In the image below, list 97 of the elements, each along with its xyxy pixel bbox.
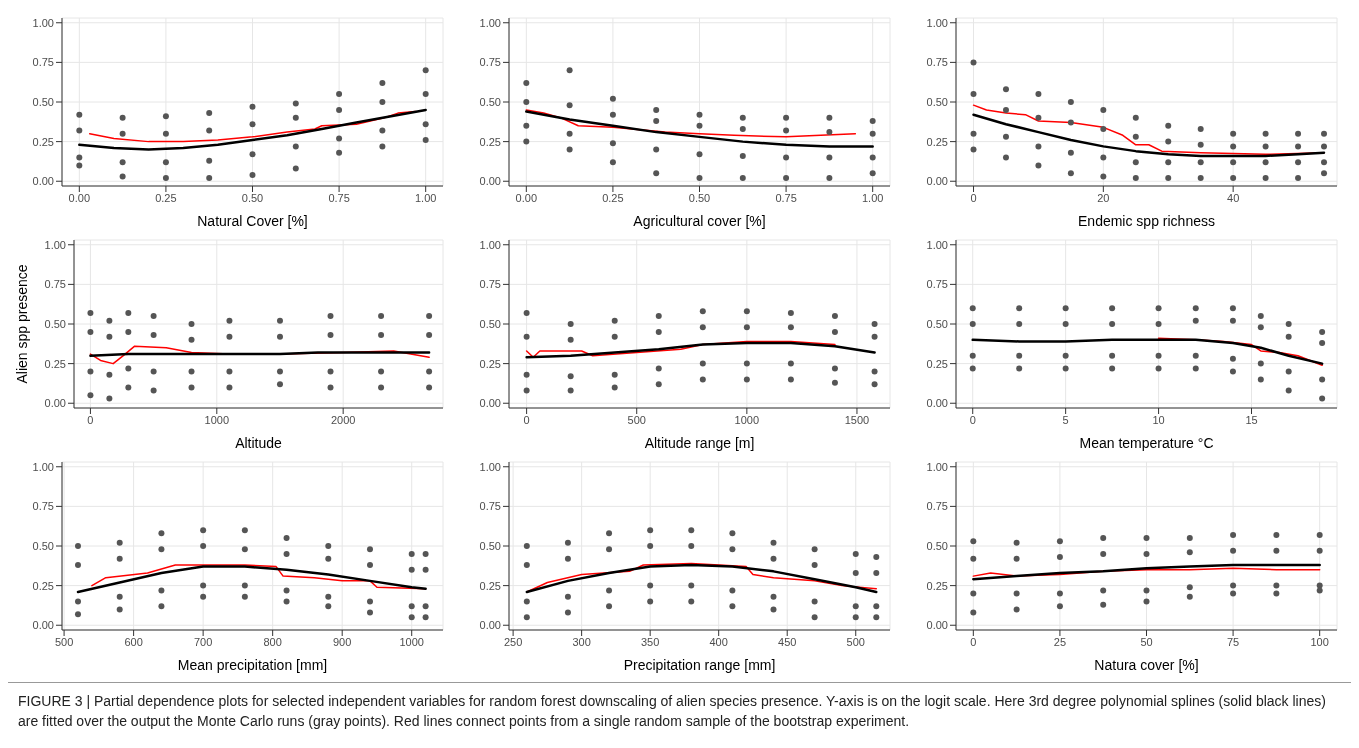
x-tick-label: 0: [970, 191, 977, 204]
x-tick-label: 40: [1227, 191, 1240, 204]
y-tick-label: 0.00: [479, 619, 501, 632]
x-tick-label: 10: [1152, 413, 1165, 426]
y-tick-label: 1.00: [926, 460, 948, 473]
y-tick-label: 0.50: [926, 95, 948, 108]
x-tick-label: 1500: [844, 413, 870, 426]
x-tick-label: 0.25: [602, 191, 624, 204]
y-tick-label: 0.75: [479, 56, 501, 69]
y-tick-label: 1.00: [479, 16, 501, 29]
y-axis-title: Alien spp presence: [13, 264, 30, 384]
x-tick-label: 1000: [734, 413, 760, 426]
x-tick-label: 1.00: [861, 191, 884, 204]
x-tick-label: 0: [523, 413, 530, 426]
x-tick-label: 350: [640, 635, 660, 648]
y-tick-label: 0.25: [479, 579, 501, 592]
caption: FIGURE 3 | Partial dependence plots for selected independent variables for random forest downscaling of alien species presence. Y-axis is on the logit scale. Here 3rd degree polynomial splines (solid black lines) are fitted over the output the Monte Carlo runs (gray points). Red lines connect points from a single random sample of the bootstrap experiment.: [18, 692, 1327, 731]
x-tick-label: 20: [1097, 191, 1110, 204]
y-tick-label: 0.25: [926, 135, 948, 148]
x-axis-title: Mean temperature °C: [1079, 435, 1214, 451]
x-tick-label: 250: [503, 635, 523, 648]
y-tick-label: 1.00: [479, 238, 501, 251]
x-tick-label: 400: [709, 635, 728, 648]
x-tick-label: 0.50: [241, 191, 264, 204]
x-axis-title: Natura cover [%]: [1094, 657, 1199, 673]
x-axis-title: Altitude: [235, 435, 283, 451]
y-tick-label: 0.75: [479, 278, 501, 291]
x-tick-label: 100: [1310, 635, 1329, 648]
y-tick-label: 0.25: [32, 135, 54, 148]
x-tick-label: 800: [263, 635, 282, 648]
x-tick-label: 0: [969, 413, 976, 426]
y-tick-label: 0.75: [926, 278, 948, 291]
y-tick-label: 0.75: [926, 56, 948, 69]
y-tick-label: 1.00: [44, 238, 66, 251]
x-tick-label: 500: [54, 635, 74, 648]
y-tick-label: 0.50: [926, 317, 948, 330]
x-tick-label: 1000: [399, 635, 424, 648]
y-tick-label: 0.50: [32, 95, 54, 108]
x-axis-title: Natural Cover [%]: [197, 213, 308, 229]
x-axis-title: Altitude range [m]: [644, 435, 755, 451]
x-tick-label: 75: [1226, 635, 1240, 648]
y-tick-label: 0.50: [479, 317, 501, 330]
x-tick-label: 15: [1245, 413, 1258, 426]
x-axis-title: Mean precipitation [mm]: [177, 657, 328, 673]
x-tick-label: 0.00: [68, 191, 91, 204]
y-tick-label: 0.25: [32, 579, 54, 592]
y-tick-label: 0.50: [32, 539, 54, 552]
x-tick-label: 900: [333, 635, 352, 648]
y-tick-label: 0.50: [479, 95, 501, 108]
y-tick-label: 1.00: [926, 16, 948, 29]
y-tick-label: 0.25: [479, 357, 501, 370]
y-tick-label: 0.75: [479, 500, 501, 513]
y-tick-label: 0.50: [44, 317, 66, 330]
x-axis-title: Agricultural cover [%]: [633, 213, 766, 229]
x-tick-label: 0.50: [688, 191, 711, 204]
y-tick-label: 0.75: [32, 56, 54, 69]
y-tick-label: 1.00: [32, 16, 54, 29]
y-tick-label: 0.00: [926, 175, 948, 188]
x-tick-label: 700: [193, 635, 213, 648]
y-tick-label: 0.50: [926, 539, 948, 552]
y-tick-label: 1.00: [926, 238, 948, 251]
x-tick-label: 600: [124, 635, 143, 648]
x-tick-label: 0.00: [515, 191, 538, 204]
x-tick-label: 2000: [330, 413, 356, 426]
x-tick-label: 50: [1140, 635, 1153, 648]
x-tick-label: 450: [778, 635, 797, 648]
y-tick-label: 1.00: [479, 460, 501, 473]
x-tick-label: 0.25: [155, 191, 177, 204]
x-tick-label: 500: [846, 635, 865, 648]
x-axis-title: Endemic spp richness: [1078, 213, 1215, 229]
x-tick-label: 0: [970, 635, 977, 648]
y-tick-label: 0.00: [926, 619, 948, 632]
y-tick-label: 0.75: [32, 500, 54, 513]
y-tick-label: 0.00: [479, 397, 501, 410]
y-tick-label: 0.25: [44, 357, 66, 370]
x-tick-label: 0.75: [328, 191, 350, 204]
x-tick-label: 1000: [204, 413, 230, 426]
x-tick-label: 300: [572, 635, 591, 648]
x-tick-label: 25: [1053, 635, 1067, 648]
y-tick-label: 0.00: [926, 397, 948, 410]
y-tick-label: 0.50: [479, 539, 501, 552]
x-tick-label: 500: [627, 413, 646, 426]
y-tick-label: 0.25: [926, 357, 948, 370]
x-tick-label: 1.00: [414, 191, 437, 204]
x-tick-label: 5: [1062, 413, 1069, 426]
y-tick-label: 0.00: [44, 397, 66, 410]
x-tick-label: 0: [87, 413, 94, 426]
y-tick-label: 0.25: [926, 579, 948, 592]
y-tick-label: 0.25: [479, 135, 501, 148]
x-tick-label: 0.75: [775, 191, 797, 204]
y-tick-label: 0.75: [926, 500, 948, 513]
y-tick-label: 0.00: [479, 175, 501, 188]
y-tick-label: 1.00: [32, 460, 54, 473]
x-axis-title: Precipitation range [mm]: [623, 657, 776, 673]
y-tick-label: 0.75: [44, 278, 66, 291]
y-tick-label: 0.00: [32, 175, 54, 188]
y-tick-label: 0.00: [32, 619, 54, 632]
